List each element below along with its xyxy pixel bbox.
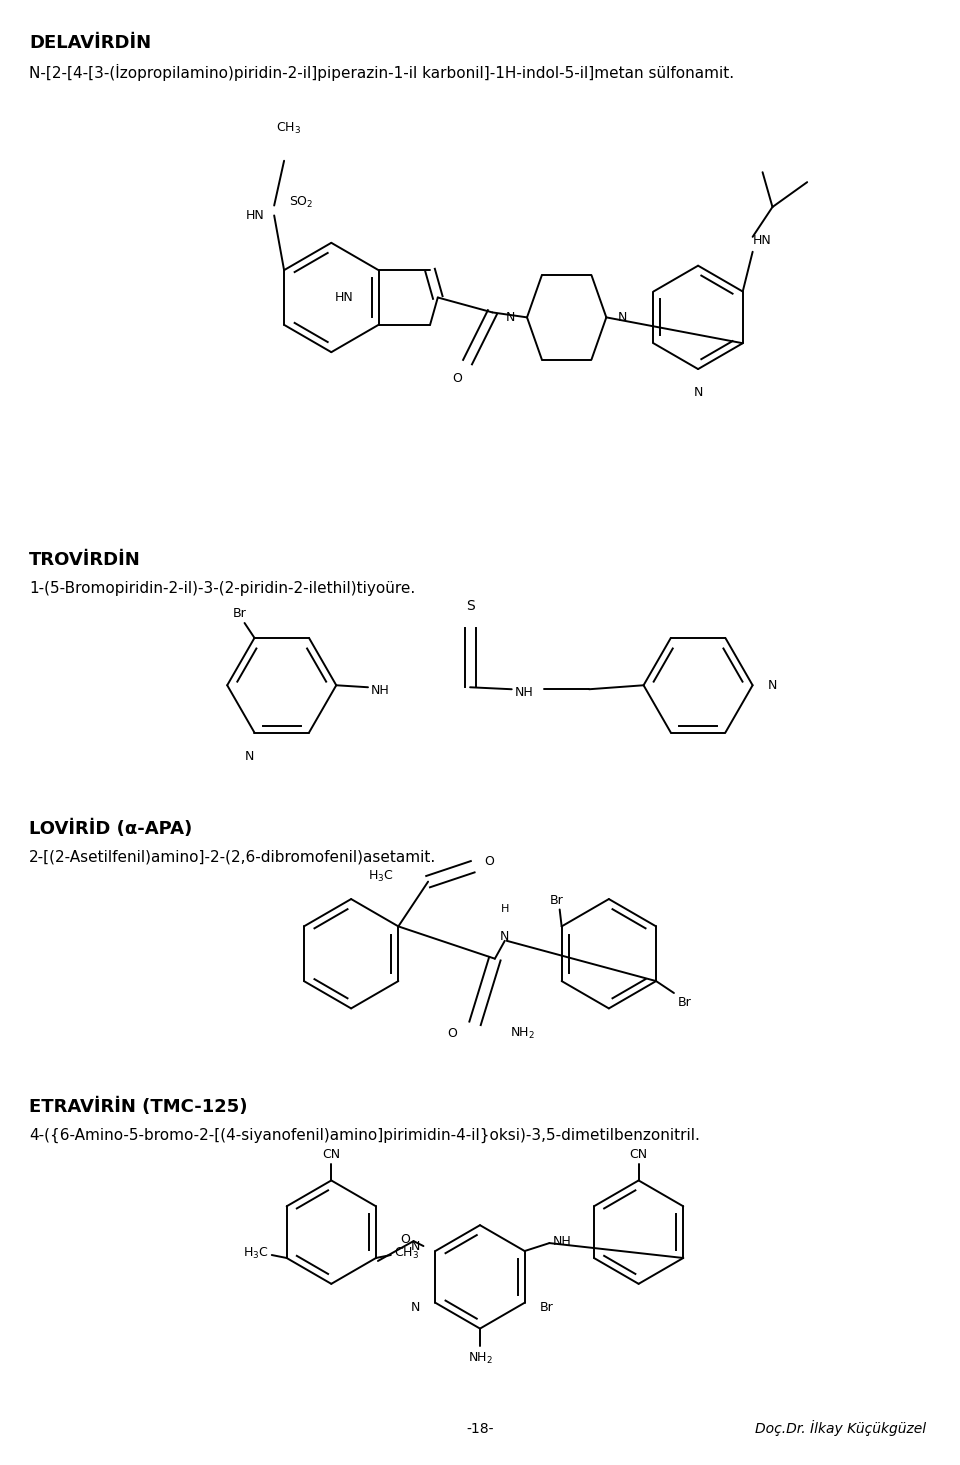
Text: H: H xyxy=(500,904,509,914)
Text: DELAVİRDİN: DELAVİRDİN xyxy=(29,34,151,51)
Text: NH: NH xyxy=(552,1235,571,1248)
Text: N: N xyxy=(500,930,510,943)
Text: 4-({6-Amino-5-bromo-2-[(4-siyanofenil)amino]pirimidin-4-il}oksi)-3,5-dimetilbenz: 4-({6-Amino-5-bromo-2-[(4-siyanofenil)am… xyxy=(29,1128,700,1143)
Text: TROVİRDİN: TROVİRDİN xyxy=(29,551,141,568)
Text: CH$_3$: CH$_3$ xyxy=(394,1245,419,1260)
Text: Br: Br xyxy=(678,996,691,1009)
Text: SO$_2$: SO$_2$ xyxy=(289,195,314,211)
Text: N: N xyxy=(411,1301,420,1314)
Text: NH: NH xyxy=(371,684,390,697)
Text: Br: Br xyxy=(550,894,564,907)
Text: N: N xyxy=(618,311,628,324)
Text: N: N xyxy=(767,678,777,691)
Text: O: O xyxy=(453,372,463,385)
Text: NH: NH xyxy=(515,686,534,699)
Text: Doç.Dr. İlkay Küçükgüzel: Doç.Dr. İlkay Küçükgüzel xyxy=(755,1420,926,1436)
Text: NH$_2$: NH$_2$ xyxy=(510,1026,535,1040)
Text: CN: CN xyxy=(323,1147,341,1160)
Text: HN: HN xyxy=(335,292,353,305)
Text: S: S xyxy=(466,599,474,612)
Text: ETRAVİRİN (TMC-125): ETRAVİRİN (TMC-125) xyxy=(29,1097,248,1116)
Text: NH$_2$: NH$_2$ xyxy=(468,1351,492,1365)
Text: N: N xyxy=(506,311,516,324)
Text: Br: Br xyxy=(232,607,247,620)
Text: -18-: -18- xyxy=(467,1423,493,1436)
Text: N: N xyxy=(411,1239,420,1253)
Text: O: O xyxy=(485,856,494,869)
Text: HN: HN xyxy=(753,234,772,246)
Text: LOVİRİD (α-APA): LOVİRİD (α-APA) xyxy=(29,819,192,838)
Text: O: O xyxy=(400,1232,411,1245)
Text: CN: CN xyxy=(630,1147,648,1160)
Text: O: O xyxy=(447,1027,457,1040)
Text: H$_3$C: H$_3$C xyxy=(243,1245,269,1260)
Text: 2-[(2-Asetilfenil)amino]-2-(2,6-dibromofenil)asetamit.: 2-[(2-Asetilfenil)amino]-2-(2,6-dibromof… xyxy=(29,850,436,864)
Text: H$_3$C: H$_3$C xyxy=(368,869,394,885)
Text: Br: Br xyxy=(540,1301,553,1314)
Text: N: N xyxy=(693,385,703,398)
Text: N-[2-[4-[3-(İzopropilamino)piridin-2-il]piperazin-1-il karbonil]-1H-indol-5-il]m: N-[2-[4-[3-(İzopropilamino)piridin-2-il]… xyxy=(29,64,734,81)
Text: 1-(5-Bromopiridin-2-il)-3-(2-piridin-2-ilethil)tiyoüre.: 1-(5-Bromopiridin-2-il)-3-(2-piridin-2-i… xyxy=(29,580,415,596)
Text: HN: HN xyxy=(246,209,264,223)
Text: N: N xyxy=(245,750,254,763)
Text: CH$_3$: CH$_3$ xyxy=(276,120,301,136)
